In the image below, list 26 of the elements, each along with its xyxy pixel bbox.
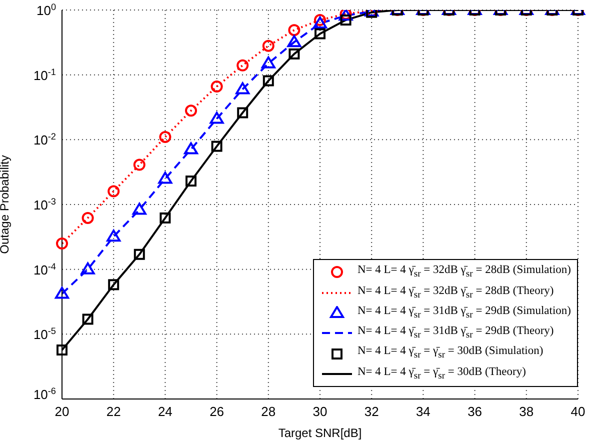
x-tick-label: 20 bbox=[54, 404, 70, 420]
x-tick-label: 40 bbox=[570, 404, 586, 420]
x-tick-label: 36 bbox=[468, 404, 482, 420]
x-tick-label: 30 bbox=[312, 404, 328, 420]
y-tick-label: 10$^{0}$ bbox=[36, 2, 56, 18]
legend-label: N= 4 L= 4 γ̄$_{sr}$ = γ̄$_{sr}$ = 30dB (Simulation) bbox=[357, 344, 544, 363]
x-tick-label: 24 bbox=[158, 404, 172, 420]
y-tick-label: 10$^{-5}$ bbox=[33, 326, 56, 342]
x-tick-label: 28 bbox=[261, 404, 276, 420]
legend-label: N= 4 L= 4 γ̄$_{sr}$ = γ̄$_{sr}$ = 30dB (Theory) bbox=[357, 364, 526, 383]
x-tick-label: 38 bbox=[519, 404, 534, 420]
y-tick-label: 10$^{-2}$ bbox=[33, 132, 56, 148]
x-tick-label: 32 bbox=[364, 404, 379, 420]
x-tick-label: 34 bbox=[416, 404, 430, 420]
y-axis-title: Outage Probability bbox=[0, 155, 12, 254]
y-tick-label: 10$^{-4}$ bbox=[33, 261, 56, 278]
legend-label: N= 4 L= 4 γ̄$_{sr}$ = 32dB γ̄$_{sr}$ = 28dB (Theory) bbox=[357, 284, 554, 302]
x-tick-label: 26 bbox=[210, 404, 224, 420]
legend-label: N= 4 L= 4 γ̄$_{sr}$ = 32dB γ̄$_{sr}$ = 28dB (Simulation) bbox=[357, 263, 571, 282]
legend-label: N= 4 L= 4 γ̄$_{sr}$ = 31dB γ̄$_{sr}$ = 29dB (Simulation) bbox=[357, 304, 571, 322]
y-tick-label: 10$^{-1}$ bbox=[33, 66, 56, 83]
y-tick-label: 10$^{-3}$ bbox=[33, 196, 56, 212]
legend-label: N= 4 L= 4 γ̄$_{sr}$ = 31dB γ̄$_{sr}$ = 29dB (Theory) bbox=[357, 324, 554, 342]
x-tick-label: 22 bbox=[106, 404, 121, 420]
y-tick-label: 10$^{-6}$ bbox=[33, 386, 56, 402]
x-axis-title: Target SNR[dB] bbox=[278, 426, 362, 440]
